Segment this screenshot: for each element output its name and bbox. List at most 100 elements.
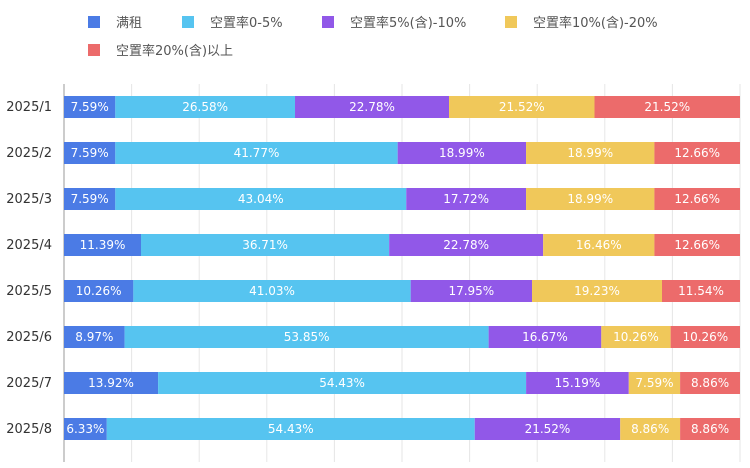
data-label: 8.86%: [691, 422, 729, 436]
legend-swatch: [182, 16, 194, 28]
data-label: 7.59%: [71, 100, 109, 114]
bar-segment: [620, 418, 681, 440]
gridlines: [63, 84, 741, 462]
data-label: 13.92%: [88, 376, 134, 390]
data-label: 21.52%: [525, 422, 571, 436]
bar-segment: [295, 96, 450, 118]
bars: 7.59% 26.58% 22.78% 21.52% 21.52% 7.59% 41.77%…: [64, 96, 740, 440]
bar-segment: [140, 234, 390, 256]
data-label: 8.86%: [691, 376, 729, 390]
bar-segment: [526, 188, 655, 210]
bar-segment: [133, 280, 411, 302]
data-label: 18.99%: [567, 192, 613, 206]
bar-segment: [64, 96, 116, 118]
bar-segment: [488, 326, 602, 348]
bar-segment: [64, 326, 125, 348]
bar-segment: [410, 280, 533, 302]
legend-swatch: [88, 44, 100, 56]
data-label: 10.26%: [613, 330, 659, 344]
data-label: 16.46%: [576, 238, 622, 252]
data-label: 53.85%: [284, 330, 330, 344]
data-label: 15.19%: [555, 376, 601, 390]
bar-segment: [526, 142, 655, 164]
data-label: 8.86%: [631, 422, 669, 436]
bar-segment: [64, 142, 116, 164]
legend-label: 空置率10%(含)-20%: [533, 15, 658, 31]
category-labels: 2025/1 2025/2 2025/3 2025/4 2025/5 2025/6 2025…: [6, 100, 52, 437]
bar-segment: [115, 188, 407, 210]
data-label: 17.95%: [448, 284, 494, 298]
bar-segment: [654, 142, 740, 164]
legend-swatch: [322, 16, 334, 28]
bar-segment: [526, 372, 629, 394]
category-label: 2025/7: [6, 376, 52, 391]
bar-segment: [654, 188, 740, 210]
legend[interactable]: 满租 空置率0-5% 空置率5%(含)-10% 空置率10%(含)-20% 空置率20%…: [88, 15, 658, 59]
bar-segment: [680, 372, 740, 394]
data-label: 7.59%: [71, 192, 109, 206]
bar-segment: [670, 326, 740, 348]
data-label: 17.72%: [443, 192, 489, 206]
legend-label: 满租: [116, 16, 142, 31]
data-label: 54.43%: [268, 422, 314, 436]
bar-segment: [449, 96, 595, 118]
category-label: 2025/3: [6, 192, 52, 207]
legend-item[interactable]: 满租: [88, 16, 142, 31]
bar-segment: [406, 188, 527, 210]
bar-segment: [64, 234, 141, 256]
data-label: 10.26%: [76, 284, 122, 298]
category-label: 2025/5: [6, 284, 52, 299]
bar-segment: [106, 418, 475, 440]
data-label: 10.26%: [682, 330, 728, 344]
data-label: 21.52%: [499, 100, 545, 114]
bar-segment: [115, 142, 398, 164]
category-label: 2025/8: [6, 422, 52, 437]
data-label: 18.99%: [567, 146, 613, 160]
bar-segment: [654, 234, 740, 256]
bar-segment: [628, 372, 681, 394]
bar-segment: [64, 188, 116, 210]
bar-segment: [594, 96, 740, 118]
bar-segment: [661, 280, 740, 302]
bar-segment: [64, 280, 134, 302]
data-label: 12.66%: [674, 146, 720, 160]
bar-segment: [532, 280, 662, 302]
data-label: 41.03%: [249, 284, 295, 298]
category-label: 2025/1: [6, 100, 52, 115]
bar-segment: [397, 142, 527, 164]
data-label: 7.59%: [71, 146, 109, 160]
legend-swatch: [88, 16, 100, 28]
data-label: 19.23%: [574, 284, 620, 298]
bar-segment: [601, 326, 671, 348]
legend-item[interactable]: 空置率20%(含)以上: [88, 43, 233, 59]
bar-segment: [64, 372, 159, 394]
legend-label: 空置率5%(含)-10%: [350, 15, 466, 31]
legend-item[interactable]: 空置率5%(含)-10%: [322, 15, 466, 31]
data-label: 8.97%: [75, 330, 113, 344]
bar-segment: [124, 326, 489, 348]
bar-segment: [115, 96, 296, 118]
data-label: 11.54%: [678, 284, 724, 298]
bar-segment: [389, 234, 544, 256]
legend-item[interactable]: 空置率0-5%: [182, 15, 283, 31]
legend-label: 空置率20%(含)以上: [116, 43, 233, 59]
legend-swatch: [505, 16, 517, 28]
bar-segment: [543, 234, 655, 256]
category-label: 2025/6: [6, 330, 52, 345]
legend-item[interactable]: 空置率10%(含)-20%: [505, 15, 658, 31]
bar-segment: [680, 418, 740, 440]
data-label: 41.77%: [234, 146, 280, 160]
data-label: 11.39%: [80, 238, 126, 252]
data-label: 21.52%: [644, 100, 690, 114]
data-label: 22.78%: [443, 238, 489, 252]
data-label: 54.43%: [319, 376, 365, 390]
category-label: 2025/4: [6, 238, 52, 253]
data-label: 43.04%: [238, 192, 284, 206]
data-label: 12.66%: [674, 238, 720, 252]
data-label: 18.99%: [439, 146, 485, 160]
category-label: 2025/2: [6, 146, 52, 161]
data-label: 16.67%: [522, 330, 568, 344]
data-label: 7.59%: [635, 376, 673, 390]
data-label: 26.58%: [182, 100, 228, 114]
